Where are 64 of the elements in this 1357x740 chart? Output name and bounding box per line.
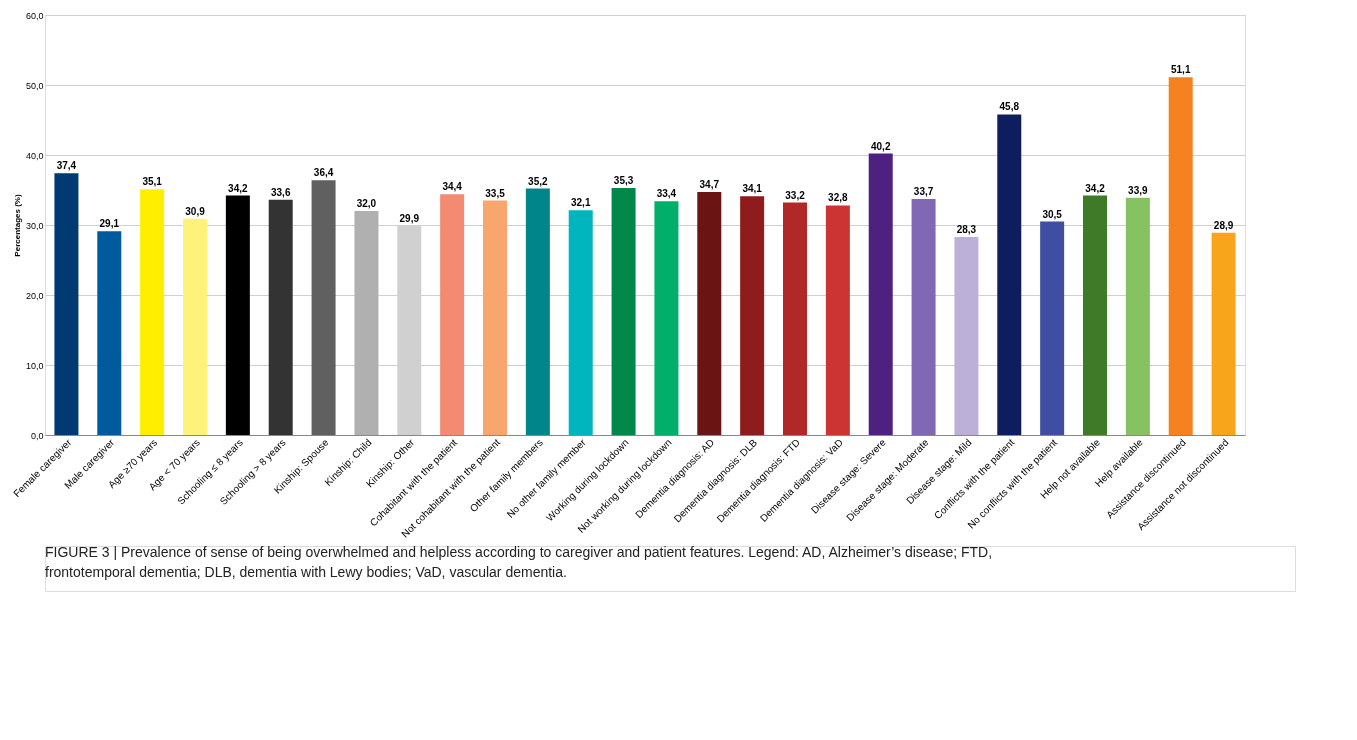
caption: FIGURE 3 | Prevalence of sense of being overwhelmed and helpless according to caregiver and patient features. Legend: AD, Alzheimer’s disease; FTD, frontotemporal dementia; DLB, dementia with Lewy bodies; VaD, vascular dementia. xyxy=(45,544,993,580)
data-label: 34,1 xyxy=(742,183,763,195)
data-label: 35,1 xyxy=(142,176,163,188)
data-label: 34,2 xyxy=(1085,182,1106,194)
data-label: 35,2 xyxy=(528,175,549,187)
bar xyxy=(1040,221,1065,435)
data-label: 40,2 xyxy=(870,140,891,152)
bar xyxy=(311,180,336,435)
data-label: 34,2 xyxy=(228,182,249,194)
data-label: 33,4 xyxy=(656,188,677,200)
y-tick-label: 20,0 xyxy=(25,290,44,301)
bar xyxy=(997,114,1022,435)
bar xyxy=(140,189,165,435)
data-label: 29,9 xyxy=(399,212,420,224)
bar xyxy=(1125,197,1150,435)
bar xyxy=(1211,232,1236,435)
y-tick-label: 10,0 xyxy=(25,360,44,371)
data-label: 36,4 xyxy=(313,167,334,179)
data-label: 32,8 xyxy=(828,192,849,204)
bar xyxy=(825,205,850,435)
bar xyxy=(954,236,979,435)
data-label: 35,3 xyxy=(613,174,634,186)
data-label: 33,6 xyxy=(270,186,291,198)
bar xyxy=(97,231,122,435)
data-label: 29,1 xyxy=(99,218,120,230)
bar xyxy=(183,218,207,435)
bar xyxy=(654,201,679,435)
y-tick-label: 0,0 xyxy=(30,430,44,441)
bar xyxy=(440,194,465,435)
bar xyxy=(740,196,765,435)
y-axis-title: Percentages (%) xyxy=(12,194,22,257)
data-label: 33,7 xyxy=(913,186,934,198)
data-label: 28,9 xyxy=(1213,219,1234,231)
data-label: 51,1 xyxy=(1170,64,1191,76)
y-tick-label: 60,0 xyxy=(25,10,44,21)
y-tick-label: 50,0 xyxy=(25,80,44,91)
bar xyxy=(697,192,722,435)
data-label: 33,2 xyxy=(785,189,806,201)
data-label: 32,1 xyxy=(570,197,591,209)
bar xyxy=(568,210,593,435)
data-label: 30,5 xyxy=(1042,208,1063,220)
bar xyxy=(354,211,379,435)
y-tick-label: 40,0 xyxy=(25,150,44,161)
bar xyxy=(1168,77,1193,435)
bar xyxy=(1083,195,1107,435)
data-label: 45,8 xyxy=(999,101,1020,113)
bar xyxy=(268,199,293,435)
data-label: 34,7 xyxy=(699,179,720,191)
data-label: 34,4 xyxy=(442,181,463,193)
bar xyxy=(911,199,936,435)
data-label: 37,4 xyxy=(56,160,77,172)
data-label: 28,3 xyxy=(956,223,977,235)
bar xyxy=(54,173,79,435)
data-label: 33,5 xyxy=(485,187,506,199)
bar xyxy=(525,188,550,435)
data-label: 32,0 xyxy=(356,198,377,209)
bar xyxy=(483,200,507,435)
data-label: 33,9 xyxy=(1128,184,1149,196)
bar xyxy=(611,187,636,435)
bar xyxy=(868,153,893,435)
bar xyxy=(783,202,807,435)
data-label: 30,9 xyxy=(185,205,206,217)
bar xyxy=(225,195,250,435)
y-tick-label: 30,0 xyxy=(25,220,44,231)
